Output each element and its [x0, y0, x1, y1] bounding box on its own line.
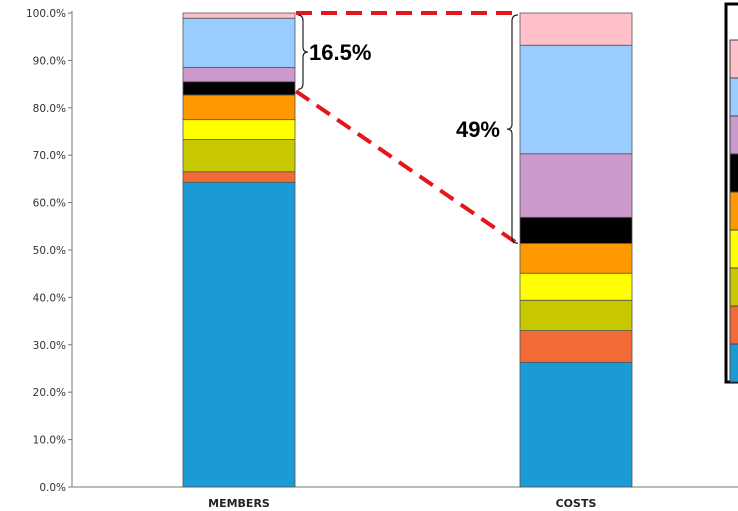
annotation-layer: 16.5% 49% [294, 11, 522, 247]
bar-segment [519, 12, 633, 46]
y-axis-layer: 0.0% 10.0% 20.0% 30.0% 40.0% 50.0% 60.0% 70.0% 8… [26, 8, 738, 494]
legend-swatch [729, 343, 738, 383]
brace-costs [506, 14, 519, 244]
y-tick-label: 30.0% [33, 340, 66, 352]
bar-segment [182, 139, 296, 173]
y-tick-label: 90.0% [33, 55, 66, 67]
legend-swatch [729, 305, 738, 345]
bar-segment [182, 94, 296, 121]
y-tick-label: 80.0% [33, 103, 66, 115]
y-tick-label: 20.0% [33, 387, 66, 399]
bar-segment [182, 81, 296, 96]
legend-swatch [729, 39, 738, 79]
bar-segment [519, 216, 633, 244]
y-tick-label: 50.0% [33, 245, 66, 257]
bar-segment [519, 44, 633, 155]
y-tick-label: 0.0% [39, 482, 66, 494]
bar-segment [182, 171, 296, 183]
red-dashed-connector-bottom [294, 89, 522, 247]
bar-segment [182, 119, 296, 140]
legend-swatch [729, 191, 738, 231]
legend-swatch [729, 115, 738, 155]
category-label: MEMBERS [208, 497, 270, 510]
annotation-label-members: 16.5% [309, 40, 371, 65]
annotation-label-costs: 49% [456, 117, 500, 142]
bar-segment [519, 242, 633, 274]
y-tick-label: 100.0% [26, 8, 66, 20]
y-tick-label: 60.0% [33, 198, 66, 210]
legend-swatch [729, 267, 738, 307]
legend-swatch [729, 77, 738, 117]
y-tick-label: 40.0% [33, 292, 66, 304]
y-tick-label: 70.0% [33, 150, 66, 162]
category-label: COSTS [556, 497, 597, 510]
bar-segment [182, 17, 296, 68]
bar-segment [519, 272, 633, 301]
bar-segment [519, 299, 633, 331]
bar-segment [519, 361, 633, 488]
bar-segment [182, 12, 296, 19]
legend-swatch [729, 229, 738, 269]
bar-segment [519, 330, 633, 363]
bar-segment [182, 67, 296, 83]
bars-layer: MEMBERS COSTS [182, 12, 633, 510]
legend [724, 2, 738, 384]
bar-segment [182, 181, 296, 488]
brace-members [297, 14, 309, 90]
y-tick-label: 10.0% [33, 435, 66, 447]
bar-segment [519, 153, 633, 218]
legend-swatch [729, 153, 738, 193]
